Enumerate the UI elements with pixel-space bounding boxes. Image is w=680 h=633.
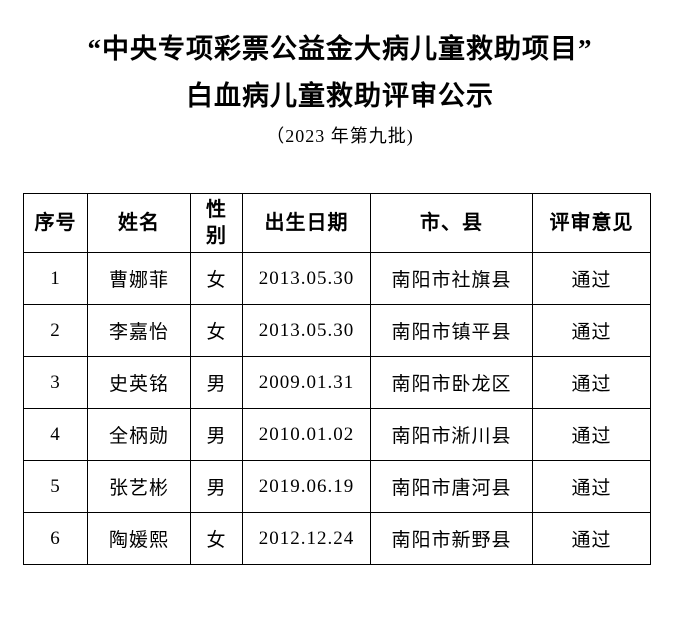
- cell-birthdate: 2009.01.31: [242, 356, 371, 409]
- page: { "title": { "line1": "“中央专项彩票公益金大病儿童救助项…: [0, 32, 680, 633]
- cell-name: 张艺彬: [87, 460, 191, 513]
- cell-seq: 6: [23, 512, 88, 565]
- cell-gender: 女: [190, 252, 243, 305]
- cell-gender: 男: [190, 460, 243, 513]
- cell-name: 曹娜菲: [87, 252, 191, 305]
- document-title-line2: 白血病儿童救助评审公示: [186, 81, 494, 111]
- table-row: 2 李嘉怡 女 2013.05.30 南阳市镇平县 通过: [23, 304, 651, 357]
- table-row: 5 张艺彬 男 2019.06.19 南阳市唐河县 通过: [23, 460, 651, 513]
- cell-region: 南阳市卧龙区: [370, 356, 533, 409]
- cell-region: 南阳市唐河县: [370, 460, 533, 513]
- col-header-region: 市、县: [370, 193, 533, 253]
- cell-birthdate: 2013.05.30: [242, 304, 371, 357]
- cell-name: 陶媛熙: [87, 512, 191, 565]
- table-row: 4 全柄勋 男 2010.01.02 南阳市淅川县 通过: [23, 408, 651, 461]
- table-row: 1 曹娜菲 女 2013.05.30 南阳市社旗县 通过: [23, 252, 651, 305]
- document-title-line1: “中央专项彩票公益金大病儿童救助项目”: [87, 34, 593, 64]
- col-header-review: 评审意见: [532, 193, 651, 253]
- cell-region: 南阳市社旗县: [370, 252, 533, 305]
- review-table: 序号 姓名 性别 出生日期 市、县 评审意见 1 曹娜菲 女 2013.05.3…: [23, 193, 651, 565]
- cell-review: 通过: [532, 460, 651, 513]
- table-header-row: 序号 姓名 性别 出生日期 市、县 评审意见: [23, 193, 651, 253]
- document: “中央专项彩票公益金大病儿童救助项目” 白血病儿童救助评审公示 （2023 年第…: [0, 32, 680, 565]
- col-header-seq: 序号: [23, 193, 88, 253]
- cell-review: 通过: [532, 252, 651, 305]
- cell-birthdate: 2019.06.19: [242, 460, 371, 513]
- col-header-gender: 性别: [190, 193, 243, 253]
- cell-seq: 4: [23, 408, 88, 461]
- cell-gender: 女: [190, 512, 243, 565]
- cell-birthdate: 2010.01.02: [242, 408, 371, 461]
- cell-name: 李嘉怡: [87, 304, 191, 357]
- cell-review: 通过: [532, 408, 651, 461]
- cell-region: 南阳市淅川县: [370, 408, 533, 461]
- col-header-name: 姓名: [87, 193, 191, 253]
- cell-name: 全柄勋: [87, 408, 191, 461]
- cell-seq: 5: [23, 460, 88, 513]
- cell-seq: 3: [23, 356, 88, 409]
- cell-gender: 男: [190, 408, 243, 461]
- cell-review: 通过: [532, 356, 651, 409]
- cell-birthdate: 2012.12.24: [242, 512, 371, 565]
- table-row: 3 史英铭 男 2009.01.31 南阳市卧龙区 通过: [23, 356, 651, 409]
- cell-seq: 2: [23, 304, 88, 357]
- cell-review: 通过: [532, 304, 651, 357]
- col-header-birthdate: 出生日期: [242, 193, 371, 253]
- cell-gender: 女: [190, 304, 243, 357]
- cell-birthdate: 2013.05.30: [242, 252, 371, 305]
- table-row: 6 陶媛熙 女 2012.12.24 南阳市新野县 通过: [23, 512, 651, 565]
- cell-name: 史英铭: [87, 356, 191, 409]
- cell-gender: 男: [190, 356, 243, 409]
- cell-region: 南阳市新野县: [370, 512, 533, 565]
- cell-review: 通过: [532, 512, 651, 565]
- cell-region: 南阳市镇平县: [370, 304, 533, 357]
- document-subtitle: （2023 年第九批): [266, 126, 414, 146]
- cell-seq: 1: [23, 252, 88, 305]
